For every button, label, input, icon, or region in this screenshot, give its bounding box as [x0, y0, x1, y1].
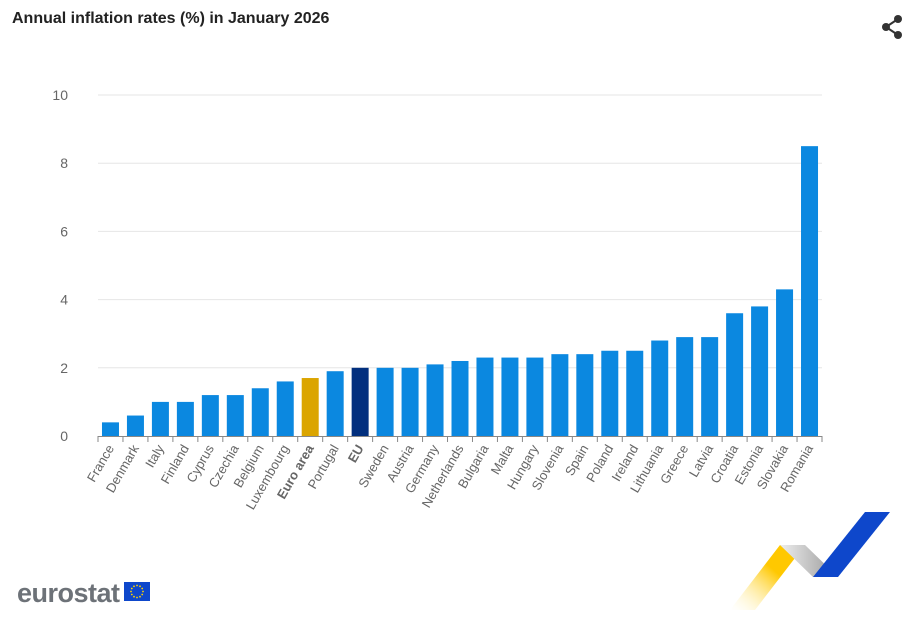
bar-greece[interactable]	[676, 337, 694, 436]
eurostat-logo: eurostat	[17, 578, 120, 608]
bar-slovakia[interactable]	[776, 289, 794, 436]
y-tick-label: 4	[60, 292, 68, 308]
bar-estonia[interactable]	[751, 306, 769, 436]
bar-finland[interactable]	[176, 401, 194, 436]
bar-germany[interactable]	[426, 364, 444, 436]
bar-slovenia[interactable]	[551, 354, 569, 436]
y-tick-label: 6	[60, 223, 68, 239]
eu-flag-icon	[124, 582, 150, 601]
x-tick-label: Italy	[142, 442, 167, 471]
bar-hungary[interactable]	[526, 357, 544, 436]
chart-title: Annual inflation rates (%) in January 20…	[12, 10, 330, 27]
bar-italy[interactable]	[151, 401, 169, 436]
bar-cyprus[interactable]	[201, 395, 219, 436]
bar-lithuania[interactable]	[651, 340, 669, 436]
bar-croatia[interactable]	[726, 313, 744, 436]
bar-denmark[interactable]	[126, 415, 144, 436]
x-tick-label: EU	[345, 442, 367, 465]
bar-bulgaria[interactable]	[476, 357, 494, 436]
y-tick-label: 0	[60, 428, 68, 444]
bar-latvia[interactable]	[701, 337, 719, 436]
bar-malta[interactable]	[501, 357, 519, 436]
bar-luxembourg[interactable]	[276, 381, 294, 436]
bar-portugal[interactable]	[326, 371, 344, 436]
bar-euro-area[interactable]	[301, 378, 319, 436]
bar-sweden[interactable]	[376, 367, 394, 436]
bar-france[interactable]	[101, 422, 119, 436]
y-tick-label: 10	[52, 87, 68, 103]
bar-eu[interactable]	[351, 367, 369, 436]
share-icon[interactable]	[880, 14, 904, 40]
decorative-ribbon	[730, 512, 890, 610]
bar-austria[interactable]	[401, 367, 419, 436]
bar-poland[interactable]	[601, 350, 619, 436]
bar-czechia[interactable]	[226, 395, 244, 436]
bar-belgium[interactable]	[251, 388, 269, 436]
bar-netherlands[interactable]	[451, 360, 469, 436]
bar-ireland[interactable]	[626, 350, 644, 436]
bar-spain[interactable]	[576, 354, 594, 436]
y-tick-label: 2	[60, 360, 68, 376]
bar-romania[interactable]	[801, 146, 819, 436]
y-tick-label: 8	[60, 155, 68, 171]
